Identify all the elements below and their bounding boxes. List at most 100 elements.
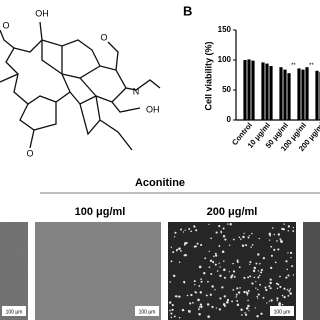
column-label: 100 μg/ml: [75, 206, 126, 218]
cell: [278, 302, 281, 305]
cell: [218, 245, 221, 247]
cell: [247, 299, 249, 302]
cell: [211, 305, 214, 309]
atom-label: O: [2, 20, 9, 30]
cell: [276, 299, 279, 302]
cell: [218, 308, 222, 311]
cell: [253, 266, 257, 270]
cell: [276, 297, 279, 300]
bar: [269, 66, 273, 120]
cell: [212, 260, 214, 263]
y-tick-label: 0: [227, 115, 232, 124]
atom-label: N: [133, 86, 140, 96]
bar: [243, 60, 247, 120]
cell: [250, 246, 252, 248]
cell: [259, 262, 261, 265]
cell: [173, 315, 176, 318]
cell: [287, 295, 290, 297]
cell: [273, 248, 276, 251]
cell: [196, 242, 199, 245]
cell: [208, 223, 210, 225]
cell: [236, 303, 240, 307]
cell: [247, 289, 250, 292]
cell: [277, 248, 280, 251]
significance-mark: **: [309, 63, 314, 69]
cell: [260, 271, 263, 274]
cell: [269, 287, 272, 290]
cell: [256, 295, 259, 298]
cell: [178, 261, 181, 263]
cell: [257, 276, 260, 279]
cell: [178, 247, 181, 250]
cell: [209, 259, 213, 262]
cell: [260, 268, 263, 272]
cell: [170, 312, 173, 315]
cell: [182, 231, 185, 233]
cell: [288, 289, 291, 292]
cell: [256, 315, 259, 318]
atom-label: O: [26, 148, 33, 158]
cell: [240, 308, 243, 311]
cell: [238, 266, 241, 269]
cell: [215, 231, 218, 234]
cell: [200, 278, 202, 281]
cell: [292, 226, 295, 229]
cell: [214, 254, 218, 257]
cell: [186, 294, 189, 297]
scale-bar-box: [2, 306, 26, 316]
cell: [269, 278, 272, 281]
cell: [286, 289, 289, 291]
cell: [286, 268, 289, 271]
cell: [208, 250, 211, 252]
cell: [184, 229, 186, 231]
cell: [268, 285, 271, 288]
cell: [281, 303, 284, 306]
cell: [178, 295, 181, 298]
bar: [283, 69, 287, 120]
cell: [236, 259, 239, 262]
cell: [279, 285, 282, 288]
bar: [287, 73, 291, 120]
cell: [237, 291, 241, 294]
cell: [287, 230, 289, 232]
cell: [192, 301, 194, 304]
cell: [289, 251, 293, 255]
scale-bar-box: [135, 306, 159, 316]
cell: [214, 289, 216, 291]
cell: [246, 291, 249, 295]
y-axis-label: Cell viability (%): [203, 41, 213, 110]
cell: [198, 265, 202, 269]
cell: [208, 266, 211, 268]
cell: [273, 233, 276, 236]
cell: [279, 240, 282, 243]
bar: [265, 63, 269, 120]
bar: [261, 62, 265, 120]
cell: [171, 304, 174, 307]
cell: [258, 274, 261, 277]
cell: [257, 253, 260, 256]
cell: [180, 228, 183, 231]
cell: [200, 305, 203, 309]
bar: [305, 67, 309, 120]
cell: [290, 256, 292, 259]
scale-bar-label: 100 μm: [274, 309, 291, 315]
cell: [228, 244, 231, 246]
cell: [228, 271, 230, 273]
cell: [283, 223, 285, 225]
cell: [277, 283, 280, 286]
cell: [232, 270, 236, 273]
cell: [207, 280, 209, 283]
cell: [221, 250, 225, 253]
cell: [279, 275, 281, 278]
cell: [221, 286, 224, 289]
cell: [232, 262, 234, 265]
cell: [252, 269, 256, 273]
cell: [232, 288, 235, 291]
cell: [287, 225, 291, 228]
cell: [287, 274, 290, 277]
cell: [283, 287, 286, 290]
cell: [172, 274, 176, 278]
cell: [243, 232, 245, 235]
